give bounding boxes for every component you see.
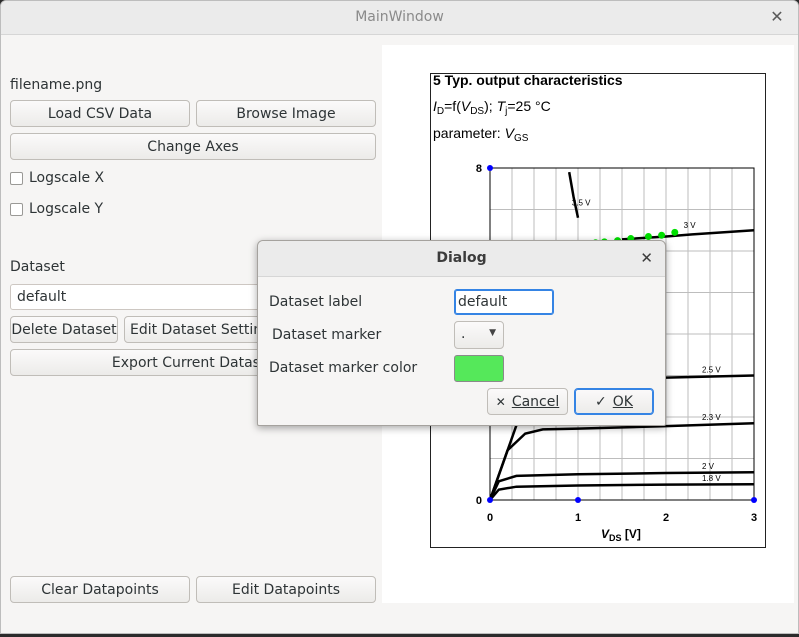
chevron-down-icon: ▼ — [489, 328, 496, 338]
param-prefix: parameter: — [433, 125, 505, 141]
temp-text: =25 °C — [507, 98, 551, 114]
y-tick-label: 8 — [476, 163, 482, 175]
browse-image-button[interactable]: Browse Image — [196, 100, 376, 127]
series-line — [489, 482, 755, 501]
logscale-x-label: Logscale X — [29, 170, 105, 186]
sep-text: ); — [484, 98, 497, 114]
check-icon: ✓ — [595, 393, 607, 410]
edit-datapoints-button[interactable]: Edit Datapoints — [196, 576, 376, 603]
figure-parameter-line: parameter: VGS — [433, 125, 529, 144]
series-label: 3 V — [684, 221, 697, 230]
axis-point — [575, 497, 581, 503]
dataset-marker-color-caption: Dataset marker color — [269, 360, 418, 376]
series-label: 2.3 V — [702, 413, 721, 422]
figure-function-line: ID=f(VDS); Tj=25 °C — [433, 98, 551, 117]
sub-ds: DS — [470, 106, 485, 117]
v-symbol: V — [460, 98, 471, 114]
x-axis-label: VDS [V] — [601, 527, 641, 543]
xlabel-sub: DS — [609, 533, 622, 543]
xlabel-v: V — [601, 527, 610, 541]
change-axes-button[interactable]: Change Axes — [10, 133, 376, 160]
close-icon[interactable]: ✕ — [640, 249, 653, 267]
clear-datapoints-button[interactable]: Clear Datapoints — [10, 576, 190, 603]
sub-gs: GS — [513, 133, 529, 144]
series-line — [567, 171, 580, 219]
series-label: 2.5 V — [702, 366, 721, 375]
x-tick-label: 2 — [663, 512, 669, 524]
series-line — [488, 470, 755, 501]
dataset-marker-select[interactable]: . ▼ — [454, 321, 504, 349]
axis-point — [751, 497, 757, 503]
data-point — [671, 228, 679, 236]
axis-point — [487, 497, 493, 503]
cancel-label: Cancel — [511, 393, 560, 410]
window-title: MainWindow — [355, 9, 444, 25]
series-line — [621, 229, 755, 241]
x-tick-label: 0 — [487, 512, 493, 524]
logscale-y-label: Logscale Y — [29, 201, 104, 217]
close-icon[interactable]: ✕ — [770, 7, 784, 26]
logscale-x-checkbox[interactable]: Logscale X — [10, 170, 104, 186]
series-label: 1.8 V — [702, 474, 721, 483]
delete-dataset-button[interactable]: Delete Dataset — [10, 316, 118, 343]
sub-d: D — [436, 106, 445, 117]
eq-text: =f( — [444, 98, 461, 114]
y-tick-label: 0 — [476, 495, 482, 507]
data-point — [658, 231, 666, 239]
dialog-title: Dialog — [436, 250, 487, 266]
figure-heading: 5 Typ. output characteristics — [433, 72, 623, 88]
dataset-label-input[interactable]: default — [454, 289, 554, 315]
marker-color-button[interactable] — [454, 355, 504, 382]
filename-label: filename.png — [10, 77, 103, 93]
dataset-dialog: Dialog ✕ Dataset label default Dataset m… — [257, 240, 666, 426]
vgs-symbol: V — [504, 125, 514, 141]
checkbox-box[interactable] — [10, 171, 23, 185]
ok-label: OK — [612, 393, 633, 410]
logscale-y-checkbox[interactable]: Logscale Y — [10, 201, 103, 217]
marker-value: . — [461, 326, 466, 342]
close-icon: ✕ — [495, 394, 506, 409]
data-point — [644, 232, 652, 240]
t-symbol: T — [496, 98, 506, 114]
series-label: 3.5 V — [572, 198, 591, 207]
load-csv-button[interactable]: Load CSV Data — [10, 100, 190, 127]
xlabel-unit: [V] — [621, 527, 641, 541]
x-tick-label: 1 — [575, 512, 581, 524]
dataset-marker-caption: Dataset marker — [272, 327, 382, 343]
series-label: 2 V — [702, 462, 715, 471]
id-symbol: I — [433, 98, 437, 114]
dialog-titlebar: Dialog ✕ — [258, 241, 665, 277]
ok-button[interactable]: ✓ OK — [574, 388, 654, 415]
x-tick-label: 3 — [751, 512, 757, 524]
axis-point — [487, 165, 493, 171]
sub-j: j — [505, 106, 508, 117]
title-bar: MainWindow ✕ — [1, 1, 798, 35]
checkbox-box[interactable] — [10, 202, 23, 216]
dataset-label: Dataset — [10, 259, 65, 275]
dataset-label-caption: Dataset label — [269, 294, 363, 310]
cancel-button[interactable]: ✕ Cancel — [487, 388, 568, 415]
